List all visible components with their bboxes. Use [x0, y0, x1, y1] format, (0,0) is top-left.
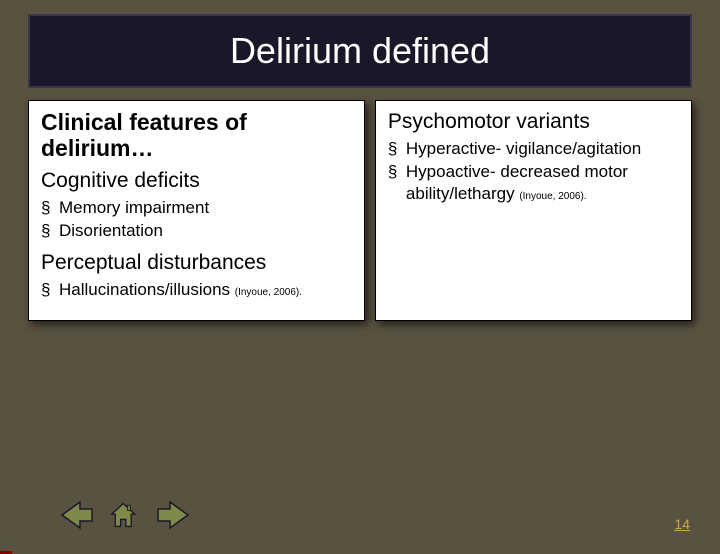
home-icon[interactable] — [110, 500, 140, 530]
nav-buttons — [60, 500, 190, 530]
next-arrow-icon[interactable] — [156, 500, 190, 530]
right-heading: Psychomotor variants — [386, 109, 681, 134]
list-item: Hypoactive- decreased motor ability/leth… — [386, 161, 681, 204]
left-content-box: Clinical features of delirium… Cognitive… — [28, 100, 365, 321]
section-cognitive-title: Cognitive deficits — [39, 168, 354, 193]
slide-title: Delirium defined — [28, 14, 692, 88]
bullet-text: Hallucinations/illusions — [59, 280, 230, 299]
section-perceptual-title: Perceptual disturbances — [39, 250, 354, 275]
list-item: Memory impairment — [39, 197, 354, 218]
list-item: Disorientation — [39, 220, 354, 241]
citation: (Inyoue, 2006). — [235, 287, 302, 298]
content-columns: Clinical features of delirium… Cognitive… — [0, 100, 720, 321]
left-heading: Clinical features of delirium… — [39, 109, 354, 162]
perceptual-list: Hallucinations/illusions (Inyoue, 2006). — [39, 279, 354, 300]
list-item: Hallucinations/illusions (Inyoue, 2006). — [39, 279, 354, 300]
psychomotor-list: Hyperactive- vigilance/agitation Hypoact… — [386, 138, 681, 204]
page-number: 14 — [674, 516, 690, 532]
right-content-box: Psychomotor variants Hyperactive- vigila… — [375, 100, 692, 321]
bullet-text: Hypoactive- decreased motor ability/leth… — [406, 162, 628, 202]
prev-arrow-icon[interactable] — [60, 500, 94, 530]
cognitive-list: Memory impairment Disorientation — [39, 197, 354, 242]
list-item: Hyperactive- vigilance/agitation — [386, 138, 681, 159]
citation: (Inyoue, 2006). — [519, 191, 586, 202]
